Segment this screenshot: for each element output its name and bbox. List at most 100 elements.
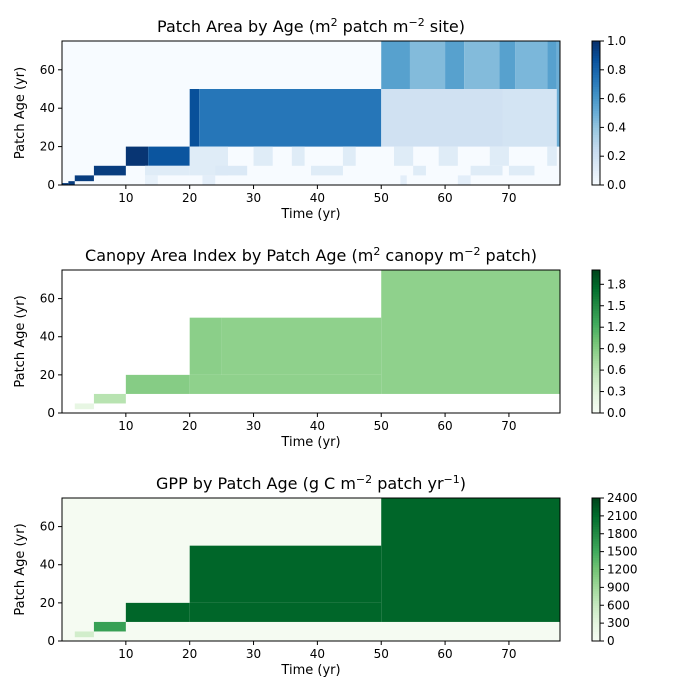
colorbar-segment bbox=[592, 98, 600, 102]
colorbar-segment bbox=[592, 583, 600, 587]
colorbar-segment bbox=[592, 289, 600, 292]
colorbar-segment bbox=[592, 377, 600, 381]
colorbar-segment bbox=[592, 370, 600, 373]
x-tick-label: 20 bbox=[182, 647, 197, 661]
colorbar-segment bbox=[592, 574, 600, 578]
canopy-area-index-panel: 10 20 30 40 50 60 70 0 20 40 60 Time (yr) Patch Age … bbox=[13, 245, 626, 450]
heatmap-cell-8 bbox=[145, 175, 158, 185]
heatmap-cell-33 bbox=[489, 146, 509, 166]
colorbar-segment bbox=[592, 177, 600, 181]
colorbar-segment bbox=[592, 308, 600, 311]
chart-title: GPP by Patch Age (g C m−2 patch yr−1) bbox=[156, 473, 466, 493]
colorbar-segment bbox=[592, 48, 600, 51]
colorbar-segment bbox=[592, 386, 600, 390]
colorbar-segment bbox=[592, 96, 600, 99]
colorbar-segment bbox=[592, 348, 600, 352]
heatmap-cell-2 bbox=[189, 545, 382, 603]
x-tick-label: 60 bbox=[437, 419, 452, 433]
y-tick-label: 60 bbox=[40, 292, 55, 306]
heatmap-cell-17 bbox=[202, 175, 216, 185]
x-tick-label: 60 bbox=[437, 191, 452, 205]
colorbar-segment bbox=[592, 605, 600, 609]
colorbar-segment bbox=[592, 633, 600, 637]
heatmap-cell-21 bbox=[381, 41, 410, 89]
heatmap-cell-5 bbox=[381, 270, 560, 394]
y-tick-label: 20 bbox=[40, 140, 55, 154]
colorbar-segment bbox=[592, 598, 600, 601]
x-tick-label: 50 bbox=[374, 191, 389, 205]
colorbar-segment bbox=[592, 315, 600, 319]
colorbar-segment bbox=[592, 300, 600, 304]
colorbar-segment bbox=[592, 621, 600, 625]
colorbar-segment bbox=[592, 334, 600, 338]
colorbar-segment bbox=[592, 398, 600, 402]
colorbar-segment bbox=[592, 538, 600, 542]
heatmap-cell-6 bbox=[74, 631, 94, 638]
heatmap-cells bbox=[62, 498, 560, 641]
colorbar-segment bbox=[592, 500, 600, 504]
colorbar-segment bbox=[592, 69, 600, 73]
colorbar-segment bbox=[592, 53, 600, 56]
colorbar-segment bbox=[592, 403, 600, 407]
colorbar-tick-label: 0.8 bbox=[607, 63, 626, 77]
colorbar-segment bbox=[592, 93, 600, 97]
heatmap-cell-26 bbox=[515, 41, 548, 89]
colorbar-segment bbox=[592, 91, 600, 95]
colorbar-segment bbox=[592, 586, 600, 589]
colorbar-segment bbox=[592, 571, 600, 575]
colorbar-frame bbox=[591, 269, 601, 414]
colorbar-segment bbox=[592, 507, 600, 511]
colorbar: 0 300 600 900 1200 1500 1800 2100 2400 bbox=[591, 491, 638, 648]
heatmap-cell-22 bbox=[409, 41, 446, 89]
colorbar-segment bbox=[592, 550, 600, 554]
y-tick-label: 20 bbox=[40, 596, 55, 610]
gpp-panel: 10 20 30 40 50 60 70 0 20 40 60 Time (yr) Patch Age … bbox=[13, 473, 638, 678]
heatmap-cell-14 bbox=[291, 146, 305, 166]
colorbar-tick-label: 1800 bbox=[607, 527, 638, 541]
colorbar-segment bbox=[592, 137, 600, 140]
colorbar-segment bbox=[592, 614, 600, 618]
colorbar-segment bbox=[592, 279, 600, 283]
colorbar-segment bbox=[592, 296, 600, 299]
colorbar-tick-label: 0.9 bbox=[607, 342, 626, 356]
colorbar-segment bbox=[592, 548, 600, 551]
x-axis-label: Time (yr) bbox=[280, 435, 340, 450]
colorbar-segment bbox=[592, 291, 600, 295]
colorbar-segment bbox=[592, 512, 600, 516]
colorbar-segment bbox=[592, 329, 600, 333]
heatmap-cell-6 bbox=[93, 393, 126, 404]
colorbar-segment bbox=[592, 161, 600, 164]
colorbar-segment bbox=[592, 389, 600, 392]
heatmap-cell-10 bbox=[199, 89, 382, 147]
heatmap-cell-4 bbox=[189, 374, 382, 394]
colorbar-segment bbox=[592, 182, 600, 186]
colorbar-segment bbox=[592, 41, 600, 44]
colorbar-segment bbox=[592, 163, 600, 167]
colorbar-segment bbox=[592, 552, 600, 556]
heatmap-cell-5 bbox=[93, 621, 126, 632]
colorbar-segment bbox=[592, 498, 600, 501]
colorbar-segment bbox=[592, 384, 600, 388]
heatmap-cell-3 bbox=[221, 317, 382, 375]
colorbar-segment bbox=[592, 158, 600, 162]
chart-title: Canopy Area Index by Patch Age (m2 canop… bbox=[85, 245, 537, 265]
colorbar-segment bbox=[592, 351, 600, 354]
colorbar-segment bbox=[592, 341, 600, 345]
colorbar-segment bbox=[592, 55, 600, 59]
colorbar-segment bbox=[592, 144, 600, 147]
colorbar-segment bbox=[592, 405, 600, 409]
colorbar-segment bbox=[592, 57, 600, 61]
x-tick-label: 70 bbox=[501, 419, 516, 433]
heatmap-cell-35 bbox=[547, 146, 557, 166]
colorbar-segment bbox=[592, 113, 600, 116]
colorbar-tick-label: 1.0 bbox=[607, 34, 626, 48]
colorbar-segment bbox=[592, 50, 600, 54]
heatmap-cell-27 bbox=[547, 41, 557, 89]
colorbar-segment bbox=[592, 600, 600, 604]
colorbar-segment bbox=[592, 173, 600, 176]
colorbar-tick-label: 900 bbox=[607, 580, 630, 594]
y-axis-label: Patch Age (yr) bbox=[13, 523, 28, 615]
colorbar-segment bbox=[592, 533, 600, 537]
heatmap-cell-1 bbox=[125, 374, 190, 394]
colorbar-segment bbox=[592, 526, 600, 530]
